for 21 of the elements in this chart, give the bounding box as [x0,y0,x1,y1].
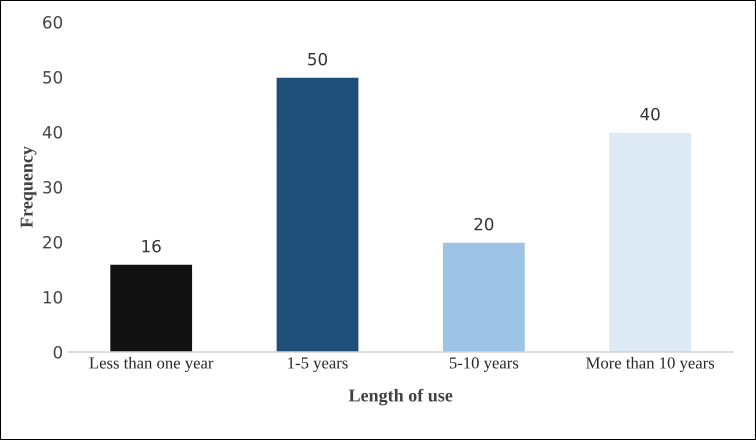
x-tick-label: Less than one year [89,356,214,372]
data-label: 40 [640,108,660,120]
bar [108,263,194,352]
data-label: 16 [142,240,161,252]
bar [442,241,526,352]
bar [275,76,360,352]
y-tick-label: 0 [54,346,62,359]
y-tick-label: 20 [43,236,62,249]
data-label: 20 [474,218,494,230]
x-axis-title: Length of use [348,388,452,406]
y-tick-label: 50 [43,70,62,84]
y-tick-label: 60 [43,16,62,29]
y-tick-label: 10 [44,290,62,304]
x-tick-label: 1-5 years [288,357,348,372]
y-tick-label: 40 [42,126,62,139]
y-tick-label: 30 [43,180,62,194]
y-axis-title: Frequency [20,146,36,228]
x-tick-label: More than 10 years [586,356,714,372]
x-tick-label: 5-10 years [450,357,518,372]
bar [608,131,692,352]
data-label: 50 [308,52,328,66]
